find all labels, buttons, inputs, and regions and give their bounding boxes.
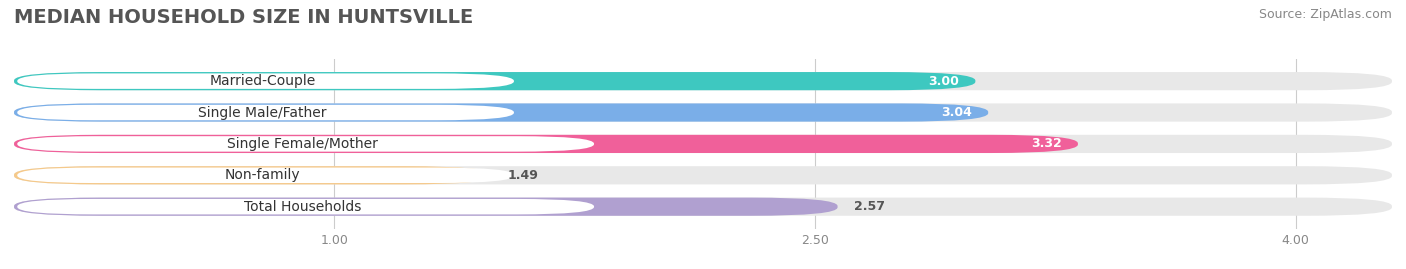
Text: 1.49: 1.49 [508,169,538,182]
Text: Married-Couple: Married-Couple [209,74,315,88]
FancyBboxPatch shape [17,136,595,152]
FancyBboxPatch shape [17,73,515,89]
Text: Single Male/Father: Single Male/Father [198,105,326,119]
FancyBboxPatch shape [17,168,515,183]
FancyBboxPatch shape [14,166,1392,185]
FancyBboxPatch shape [14,197,1392,216]
Text: 3.04: 3.04 [941,106,972,119]
FancyBboxPatch shape [14,197,838,216]
Text: Single Female/Mother: Single Female/Mother [226,137,378,151]
FancyBboxPatch shape [17,105,515,120]
Text: Non-family: Non-family [225,168,301,182]
FancyBboxPatch shape [14,104,1392,122]
FancyBboxPatch shape [14,166,492,185]
FancyBboxPatch shape [14,72,1392,90]
FancyBboxPatch shape [14,104,988,122]
FancyBboxPatch shape [14,135,1078,153]
FancyBboxPatch shape [14,72,976,90]
Text: 2.57: 2.57 [853,200,884,213]
Text: Source: ZipAtlas.com: Source: ZipAtlas.com [1258,8,1392,21]
Text: Total Households: Total Households [243,200,361,214]
Text: 3.32: 3.32 [1031,137,1062,150]
Text: 3.00: 3.00 [928,75,959,88]
FancyBboxPatch shape [14,135,1392,153]
FancyBboxPatch shape [17,199,595,214]
Text: MEDIAN HOUSEHOLD SIZE IN HUNTSVILLE: MEDIAN HOUSEHOLD SIZE IN HUNTSVILLE [14,8,474,27]
